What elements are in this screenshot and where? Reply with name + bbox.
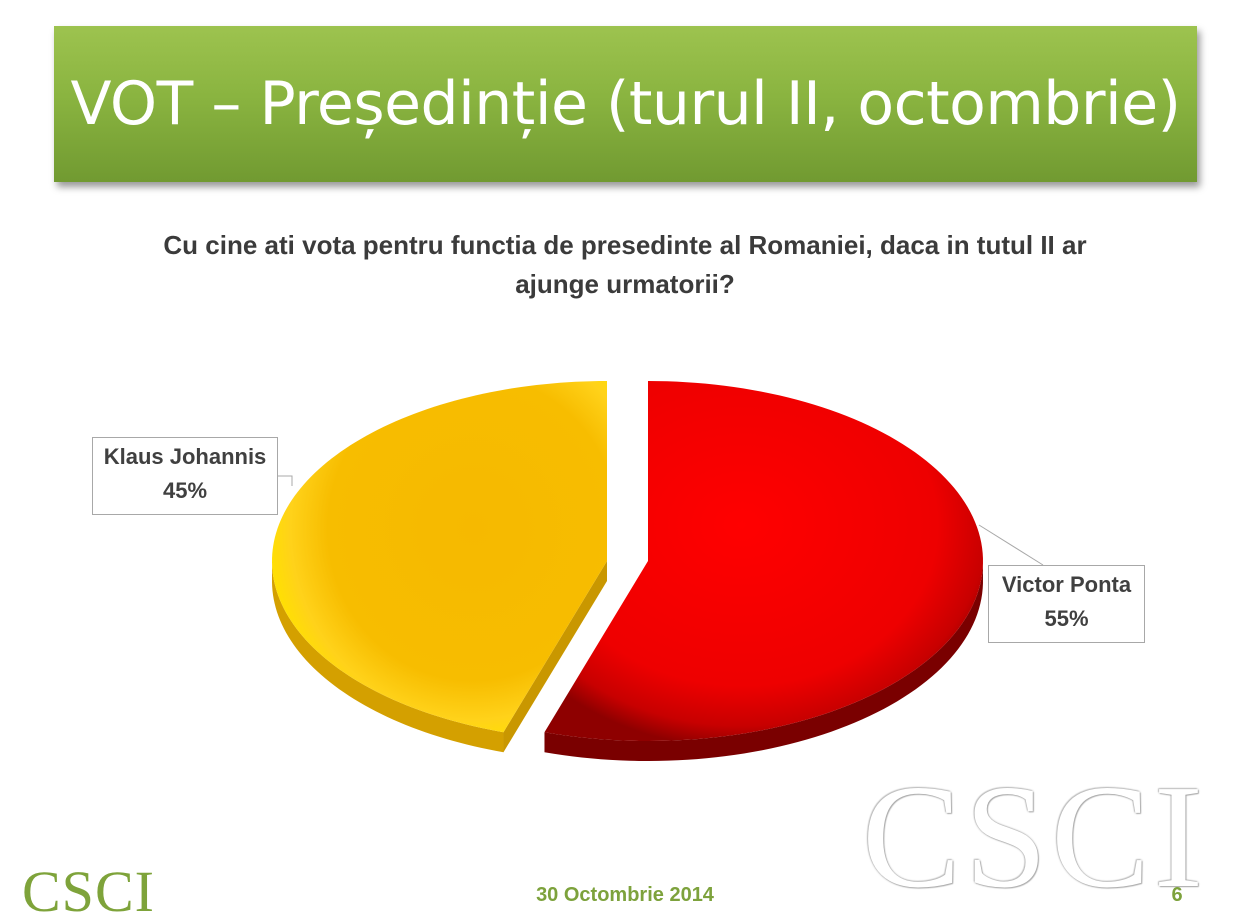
slice-top-klaus-johannis	[272, 381, 607, 733]
survey-question: Cu cine ati vota pentru functia de prese…	[163, 230, 1087, 299]
csci-logo: CSCI	[22, 859, 155, 924]
slice-value-johannis: 45%	[162, 478, 208, 503]
slice-rim-victor-ponta	[544, 563, 983, 761]
slice-side-klaus-johannis	[503, 561, 607, 753]
pie-slice-klaus-johannis	[272, 381, 607, 753]
slice-rim-klaus-johannis	[272, 562, 504, 753]
pie-slice-victor-ponta	[544, 381, 983, 761]
csci-watermark: CSCI	[862, 755, 1208, 919]
slice-label-johannis: Klaus Johannis	[103, 444, 267, 469]
leader-line-ponta	[978, 524, 1044, 566]
slide-title: VOT – Președinție (turul II, octombrie)	[70, 69, 1181, 139]
slice-label-ponta: Victor Ponta	[1001, 572, 1132, 597]
page-number: 6	[1171, 884, 1183, 906]
slice-top-victor-ponta	[544, 381, 983, 741]
footer-date: 30 Octombrie 2014	[536, 884, 714, 906]
data-label-johannis: Klaus Johannis 45%	[92, 437, 278, 515]
slice-value-ponta: 55%	[1044, 606, 1089, 631]
data-label-ponta: Victor Ponta 55%	[988, 565, 1145, 643]
title-banner: VOT – Președinție (turul II, octombrie)	[54, 26, 1197, 182]
